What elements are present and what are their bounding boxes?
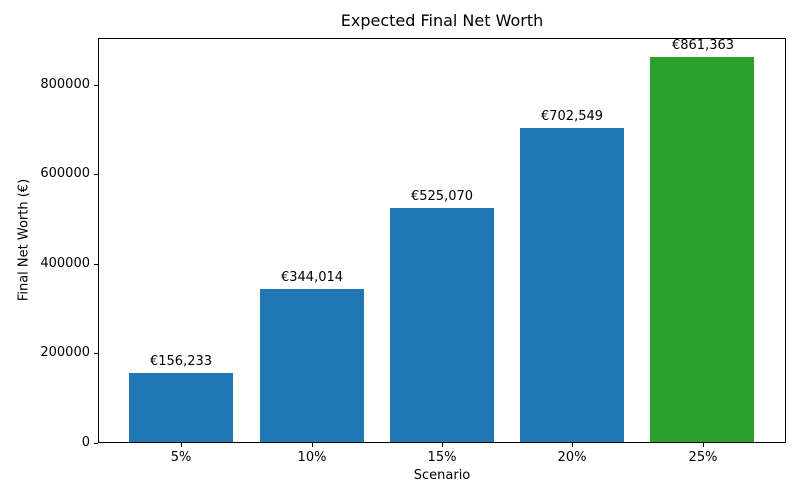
x-tick-mark — [703, 443, 704, 447]
x-tick-label: 15% — [427, 450, 457, 465]
x-tick-mark — [572, 443, 573, 447]
y-axis-label: Final Net Worth (€) — [16, 178, 32, 302]
y-tick-mark — [94, 443, 98, 444]
bar-value-label: €156,233 — [149, 354, 213, 369]
y-tick-label: 0 — [81, 435, 90, 450]
y-tick-mark — [94, 264, 98, 265]
x-tick-mark — [181, 443, 182, 447]
bar-value-label: €344,014 — [280, 270, 344, 285]
bar — [390, 208, 494, 442]
bar — [129, 373, 233, 442]
y-tick-mark — [94, 353, 98, 354]
bar — [260, 289, 364, 442]
x-tick-label: 10% — [297, 450, 327, 465]
x-tick-mark — [442, 443, 443, 447]
y-tick-label: 800000 — [40, 77, 90, 92]
y-tick-label: 600000 — [40, 166, 90, 181]
bar-value-label: €525,070 — [410, 189, 474, 204]
y-tick-label: 400000 — [40, 256, 90, 271]
x-tick-mark — [312, 443, 313, 447]
bar — [650, 57, 754, 442]
chart-title: Expected Final Net Worth — [340, 11, 544, 30]
y-tick-mark — [94, 174, 98, 175]
x-tick-label: 5% — [170, 450, 192, 465]
x-tick-label: 20% — [557, 450, 587, 465]
y-tick-mark — [94, 85, 98, 86]
bar-value-label: €861,363 — [671, 38, 735, 53]
bar-value-label: €702,549 — [540, 109, 604, 124]
x-axis-label: Scenario — [413, 468, 471, 483]
y-tick-label: 200000 — [40, 345, 90, 360]
bar — [520, 128, 624, 442]
x-tick-label: 25% — [688, 450, 718, 465]
